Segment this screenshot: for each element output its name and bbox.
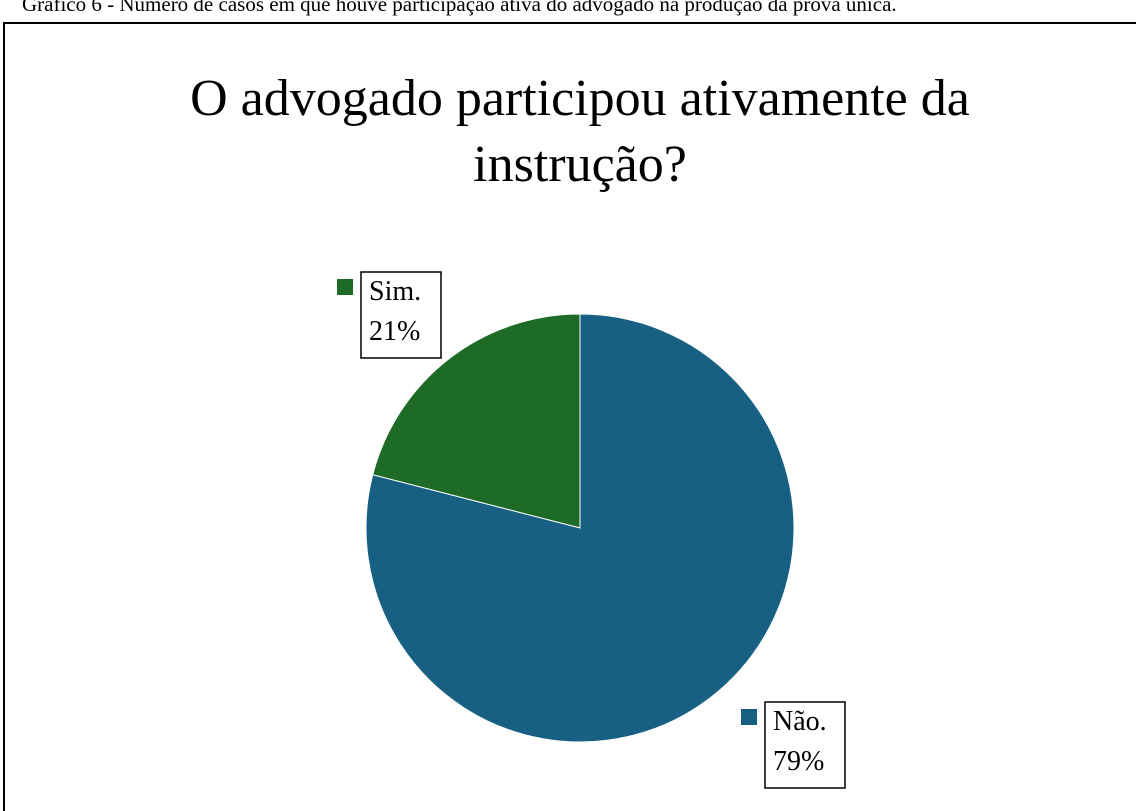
caption: Gráfico 6 - Número de casos em que houve… [22,0,897,16]
legend-key [741,709,757,725]
data-label-category: Sim. [369,276,421,307]
pie-slice [365,313,795,743]
data-label-category: Não. [773,706,827,737]
data-label-value: 79% [773,746,824,777]
pie-slice [372,313,581,529]
chart-title: O advogado participou ativamente da inst… [190,70,970,193]
data-label-box [360,271,442,359]
data-label-value: 21% [369,316,420,347]
data-label-box [764,701,846,789]
legend-key [337,279,353,295]
chart-frame [3,22,1136,811]
